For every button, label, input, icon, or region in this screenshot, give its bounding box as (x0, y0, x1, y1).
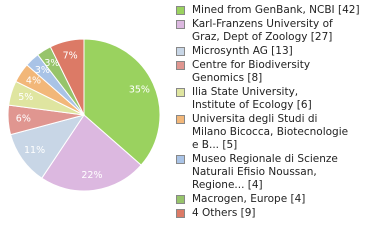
slice-label: 4% (26, 76, 41, 87)
legend-item: Museo Regionale di Scienze Naturali Efis… (176, 153, 376, 192)
legend-swatch (176, 155, 185, 164)
legend-item: Ilia State University, Institute of Ecol… (176, 86, 376, 112)
legend-swatch (176, 195, 185, 204)
legend-label: Ilia State University, Institute of Ecol… (192, 86, 312, 111)
legend-label: Museo Regionale di Scienze Naturali Efis… (192, 153, 338, 191)
slice-label: 7% (63, 50, 78, 61)
slice-label: 5% (18, 92, 33, 103)
legend: Mined from GenBank, NCBI [42] Karl-Franze… (176, 4, 376, 221)
legend-swatch (176, 20, 185, 29)
legend-swatch (176, 6, 185, 15)
pie-slice (49, 38, 85, 116)
legend-swatch (176, 209, 185, 218)
slice-label: 35% (129, 84, 150, 95)
slice-label: 11% (24, 145, 45, 156)
pie-slice (41, 114, 142, 192)
legend-label: Centre for Biodiversity Genomics [8] (192, 59, 311, 84)
legend-swatch (176, 47, 185, 56)
legend-item: Mined from GenBank, NCBI [42] (176, 4, 376, 17)
legend-item: 4 Others [9] (176, 207, 376, 220)
legend-item: Centre for Biodiversity Genomics [8] (176, 59, 376, 85)
legend-label: Microsynth AG [13] (192, 45, 293, 57)
legend-item: Macrogen, Europe [4] (176, 193, 376, 206)
legend-item: Microsynth AG [13] (176, 45, 376, 58)
slice-label: 6% (16, 113, 31, 124)
legend-label: Universita degli Studi di Milano Bicocca… (192, 113, 349, 151)
legend-item: Universita degli Studi di Milano Bicocca… (176, 113, 376, 152)
legend-label: Mined from GenBank, NCBI [42] (192, 4, 360, 16)
legend-swatch (176, 115, 185, 124)
slice-label: 22% (81, 170, 102, 181)
pie-slice (83, 38, 161, 166)
legend-swatch (176, 88, 185, 97)
slice-label: 3% (35, 65, 50, 76)
legend-item: Karl-Franzens University of Graz, Dept o… (176, 18, 376, 44)
slice-label: 3% (44, 58, 59, 69)
legend-label: Karl-Franzens University of Graz, Dept o… (192, 18, 333, 43)
legend-label: 4 Others [9] (192, 207, 256, 219)
pie: 35% 22% 11% 6% 5% 4%3%3% 7% (7, 38, 161, 192)
legend-swatch (176, 61, 185, 70)
legend-label: Macrogen, Europe [4] (192, 193, 306, 205)
